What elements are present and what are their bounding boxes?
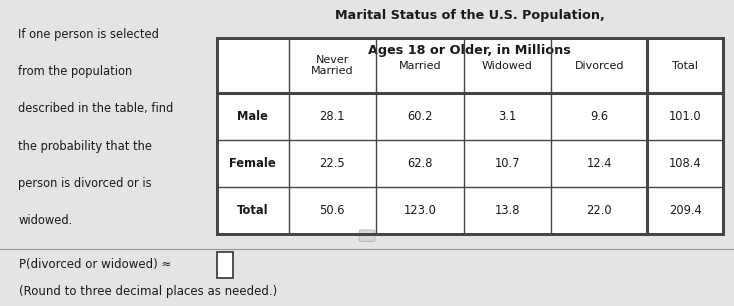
Text: person is divorced or is: person is divorced or is xyxy=(18,177,152,190)
Text: Total: Total xyxy=(237,204,269,217)
Text: P(divorced or widowed) ≈: P(divorced or widowed) ≈ xyxy=(19,258,175,271)
Text: 3.1: 3.1 xyxy=(498,110,517,123)
Text: from the population: from the population xyxy=(18,65,133,78)
Text: Married: Married xyxy=(399,61,441,71)
Text: Widowed: Widowed xyxy=(482,61,533,71)
Text: Ages 18 or Older, in Millions: Ages 18 or Older, in Millions xyxy=(368,44,571,57)
Text: Total: Total xyxy=(672,61,698,71)
Text: 9.6: 9.6 xyxy=(590,110,608,123)
Text: 50.6: 50.6 xyxy=(319,204,345,217)
Bar xyxy=(217,38,723,234)
Text: Marital Status of the U.S. Population,: Marital Status of the U.S. Population, xyxy=(335,9,605,22)
Text: Female: Female xyxy=(229,157,276,170)
Text: 209.4: 209.4 xyxy=(669,204,702,217)
Text: 10.7: 10.7 xyxy=(495,157,520,170)
Text: 123.0: 123.0 xyxy=(404,204,436,217)
Bar xyxy=(217,38,723,234)
Text: 108.4: 108.4 xyxy=(669,157,702,170)
Text: 101.0: 101.0 xyxy=(669,110,702,123)
Text: 13.8: 13.8 xyxy=(495,204,520,217)
Text: widowed.: widowed. xyxy=(18,214,73,227)
Bar xyxy=(217,252,233,278)
Text: 12.4: 12.4 xyxy=(586,157,612,170)
Text: 62.8: 62.8 xyxy=(407,157,432,170)
Text: (Round to three decimal places as needed.): (Round to three decimal places as needed… xyxy=(19,285,277,298)
Text: 28.1: 28.1 xyxy=(319,110,345,123)
Text: 60.2: 60.2 xyxy=(407,110,432,123)
Text: Never
Married: Never Married xyxy=(311,55,354,76)
Text: •••: ••• xyxy=(360,231,374,240)
Text: If one person is selected: If one person is selected xyxy=(18,28,159,40)
Text: the probability that the: the probability that the xyxy=(18,140,153,152)
Text: Male: Male xyxy=(237,110,268,123)
Text: 22.5: 22.5 xyxy=(319,157,345,170)
Text: Divorced: Divorced xyxy=(575,61,624,71)
Text: described in the table, find: described in the table, find xyxy=(18,102,174,115)
Text: 22.0: 22.0 xyxy=(586,204,612,217)
